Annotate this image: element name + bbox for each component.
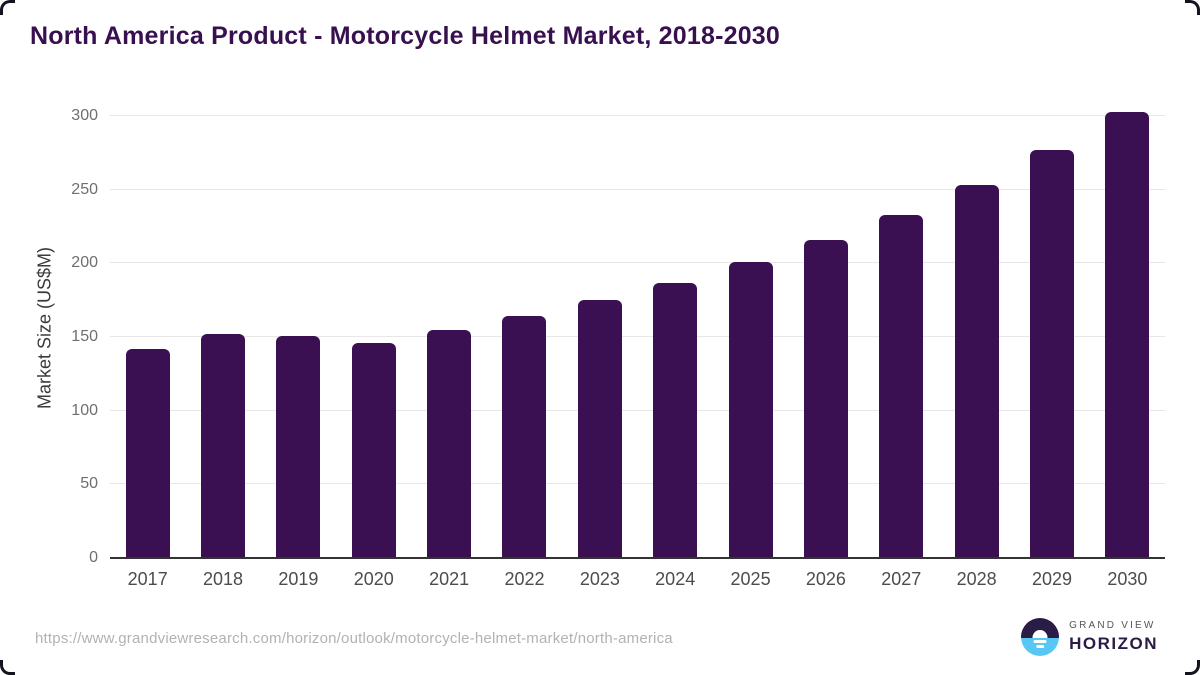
x-tick-label: 2025 <box>730 569 771 589</box>
x-tick-label: 2027 <box>881 569 922 589</box>
bar <box>954 185 999 558</box>
logo-product-name: HORIZON <box>1069 634 1158 653</box>
frame-corner-top-left <box>0 0 15 15</box>
chart-title: North America Product - Motorcycle Helme… <box>30 22 781 50</box>
plot-area <box>110 111 1165 559</box>
y-tick-label: 50 <box>80 475 98 493</box>
source-url-text: https://www.grandviewresearch.com/horizo… <box>35 630 673 647</box>
x-tick-label: 2020 <box>353 569 394 589</box>
x-tick-label: 2021 <box>429 569 470 589</box>
bar <box>1105 111 1150 558</box>
bar <box>1029 149 1074 558</box>
bar <box>577 300 622 558</box>
x-tick-label: 2022 <box>504 569 545 589</box>
bar <box>125 348 170 558</box>
bar-slot <box>713 116 788 558</box>
gridline <box>110 336 1165 337</box>
y-tick-label: 250 <box>71 180 98 198</box>
bar-slot <box>336 116 411 558</box>
bar-slot <box>185 116 260 558</box>
logo-wordmark: GRAND VIEW HORIZON <box>1069 620 1158 654</box>
bar <box>201 334 246 558</box>
bar-slot <box>1014 116 1089 558</box>
bar-slot <box>638 116 713 558</box>
y-axis-ticks: 0 50 100 150 200 250 300 <box>0 108 98 566</box>
logo-brand-name: GRAND VIEW <box>1069 620 1156 631</box>
gridline <box>110 483 1165 485</box>
y-tick-label: 300 <box>71 107 98 124</box>
x-tick-label: 2023 <box>579 569 620 589</box>
x-tick-label: 2018 <box>203 569 244 589</box>
y-tick-label: 0 <box>89 549 98 566</box>
x-axis-line <box>110 557 1165 559</box>
x-tick-label: 2028 <box>956 569 997 589</box>
y-tick-label: 150 <box>71 328 98 345</box>
bar <box>351 342 396 558</box>
horizon-sunset-logo-icon <box>1021 618 1060 656</box>
bars <box>110 111 1165 558</box>
x-tick-label: 2029 <box>1031 569 1073 589</box>
bar-slot <box>1090 111 1165 558</box>
sun-reflection-bar <box>1036 645 1044 648</box>
y-tick-label: 100 <box>71 401 98 419</box>
sun-reflection-bar <box>1033 640 1047 643</box>
bar <box>276 335 321 558</box>
bar <box>653 282 698 558</box>
bar <box>803 239 848 558</box>
bar-slot <box>261 116 336 558</box>
bar-slot <box>788 116 863 558</box>
sun-icon <box>1032 630 1048 639</box>
frame-corner-bottom-right <box>1185 660 1200 675</box>
bar-slot <box>864 116 939 558</box>
y-tick-label: 200 <box>71 254 98 272</box>
bar <box>879 214 924 558</box>
x-tick-label: 2024 <box>655 569 696 589</box>
x-tick-label: 2017 <box>127 569 168 589</box>
frame-corner-bottom-left <box>0 660 15 675</box>
gridline <box>110 262 1165 264</box>
x-axis-labels: 2017 2018 2019 2020 2021 2022 2023 2024 2025 2026… <box>110 569 1165 590</box>
bar-slot <box>939 116 1014 558</box>
bar-slot <box>562 116 637 558</box>
bar <box>728 261 773 558</box>
bar <box>502 316 547 558</box>
x-tick-label: 2026 <box>805 569 846 589</box>
frame-corner-top-right <box>1185 0 1200 15</box>
x-tick-label: 2030 <box>1107 569 1148 589</box>
bar-slot <box>411 116 486 558</box>
bar <box>427 329 472 558</box>
bar-slot <box>110 116 185 558</box>
gridline <box>110 409 1165 411</box>
grand-view-horizon-logo: GRAND VIEW HORIZON <box>1021 618 1158 656</box>
bar-slot <box>487 116 562 558</box>
gridline <box>110 188 1165 190</box>
x-tick-label: 2019 <box>278 569 319 589</box>
gridline <box>110 115 1165 116</box>
